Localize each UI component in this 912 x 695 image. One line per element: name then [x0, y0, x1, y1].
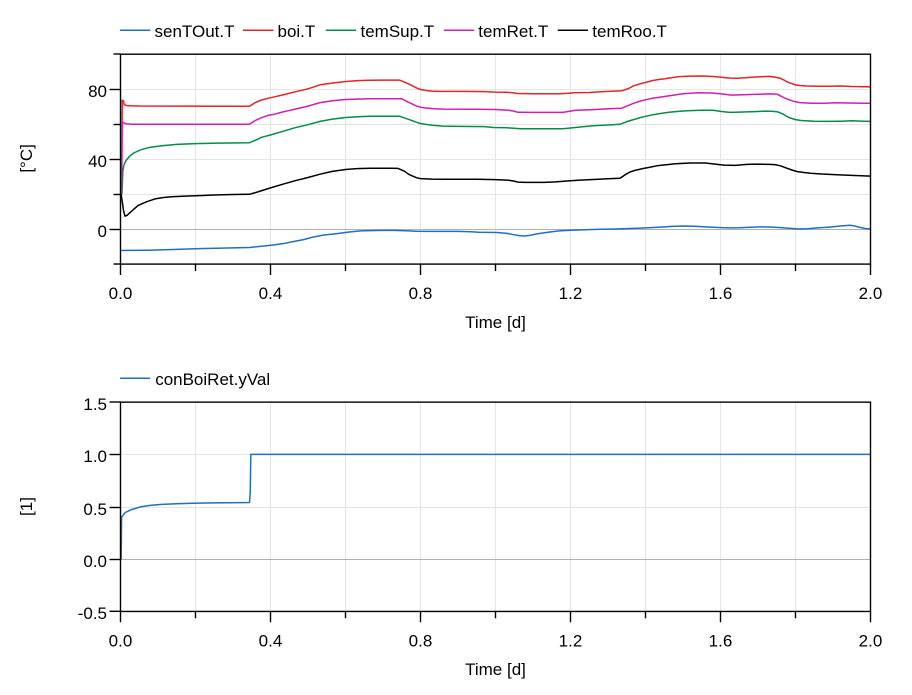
svg-text:0.4: 0.4: [259, 631, 283, 650]
svg-text:0.8: 0.8: [409, 284, 433, 303]
svg-text:2.0: 2.0: [859, 631, 883, 650]
svg-text:Time [d]: Time [d]: [465, 313, 526, 332]
svg-text:temRet.T: temRet.T: [478, 22, 548, 41]
svg-text:40: 40: [88, 152, 107, 171]
svg-text:[1]: [1]: [17, 497, 36, 516]
svg-text:1.5: 1.5: [83, 395, 107, 414]
svg-text:temRoo.T: temRoo.T: [592, 22, 667, 41]
svg-text:0.8: 0.8: [409, 631, 433, 650]
svg-text:1.2: 1.2: [559, 631, 583, 650]
svg-text:1.0: 1.0: [83, 447, 107, 466]
svg-text:0.0: 0.0: [109, 631, 133, 650]
svg-text:Time [d]: Time [d]: [465, 660, 526, 679]
svg-text:0.0: 0.0: [83, 552, 107, 571]
svg-text:temSup.T: temSup.T: [361, 22, 435, 41]
svg-text:1.6: 1.6: [709, 631, 733, 650]
svg-text:senTOut.T: senTOut.T: [155, 22, 235, 41]
svg-text:0.4: 0.4: [259, 284, 283, 303]
svg-text:1.6: 1.6: [709, 284, 733, 303]
svg-text:0.5: 0.5: [83, 500, 107, 519]
svg-text:boi.T: boi.T: [278, 22, 316, 41]
svg-text:conBoiRet.yVal: conBoiRet.yVal: [155, 370, 270, 389]
svg-text:0: 0: [98, 222, 107, 241]
svg-text:1.2: 1.2: [559, 284, 583, 303]
svg-text:80: 80: [88, 82, 107, 101]
svg-text:0.0: 0.0: [109, 284, 133, 303]
svg-text:[°C]: [°C]: [17, 144, 36, 173]
svg-text:2.0: 2.0: [859, 284, 883, 303]
svg-text:-0.5: -0.5: [78, 604, 107, 623]
